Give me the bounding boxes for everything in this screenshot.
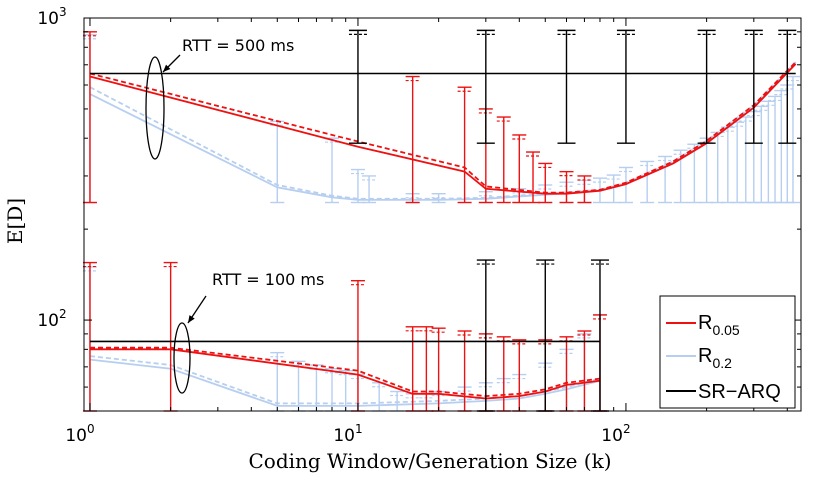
series-line-r-0-2-dashed — [89, 355, 601, 405]
error-bar-sr-arq — [697, 29, 716, 144]
annotation-rtt-100: RTT = 100 ms — [212, 270, 324, 289]
error-bar-r-0-2 — [785, 75, 800, 204]
error-bar-sr-arq — [744, 29, 763, 144]
error-bar-r-0-05 — [538, 162, 553, 204]
annotation-arrowhead — [163, 64, 171, 72]
series-layer — [82, 29, 800, 412]
group-rtt-500-ms — [82, 29, 800, 204]
legend-label-srarq: SR−ARQ — [698, 381, 781, 403]
legend: R0.05 R0.2 SR−ARQ — [659, 295, 796, 409]
error-bar-r-0-05 — [577, 175, 592, 204]
group-rtt-100-ms — [82, 259, 609, 412]
x-tick-label: 101 — [333, 422, 362, 446]
axes-frame — [83, 17, 802, 412]
error-bar-r-0-2 — [431, 193, 446, 204]
tick-layer: 100 101 102 102 103 — [37, 5, 801, 446]
error-bar-sr-arq — [778, 29, 797, 144]
annotation-rtt-500: RTT = 500 ms — [182, 36, 294, 55]
legend-label-r02: R0.2 — [698, 345, 732, 371]
x-tick-label: 102 — [601, 422, 630, 446]
error-bar-r-0-2 — [640, 160, 655, 204]
x-axis-label: Coding Window/Generation Size (k) — [248, 449, 611, 473]
error-bar-r-0-05 — [526, 151, 541, 204]
error-bar-r-0-05 — [405, 75, 420, 204]
y-axis-label: E[D] — [3, 198, 27, 244]
y-tick-label: 103 — [37, 5, 66, 29]
annotation-ellipse — [145, 56, 165, 160]
error-bar-sr-arq — [348, 29, 367, 144]
series-line-r-0-2-solid — [89, 358, 601, 407]
error-bar-r-0-2 — [324, 137, 339, 204]
annotation-layer: RTT = 500 ms RTT = 100 ms — [145, 36, 324, 394]
error-bar-sr-arq — [557, 29, 576, 144]
series-line-r-0-05-solid — [89, 63, 797, 195]
error-bar-r-0-2 — [606, 174, 621, 204]
legend-box — [659, 295, 796, 409]
error-bar-r-0-2 — [658, 155, 673, 204]
error-bar-r-0-05 — [457, 86, 472, 204]
y-tick-label: 102 — [37, 307, 66, 331]
error-bar-sr-arq — [476, 29, 495, 144]
legend-label-r005: R0.05 — [698, 312, 740, 338]
annotation-arrowhead — [188, 315, 195, 323]
x-tick-label: 100 — [65, 422, 94, 446]
error-bar-r-0-05 — [559, 170, 574, 204]
series-line-r-0-05-solid — [90, 348, 601, 400]
series-line-r-0-05-dashed — [90, 346, 601, 398]
annotation-ellipse — [173, 322, 191, 394]
series-line-r-0-05-dashed — [89, 61, 797, 194]
error-bar-sr-arq — [616, 29, 635, 144]
